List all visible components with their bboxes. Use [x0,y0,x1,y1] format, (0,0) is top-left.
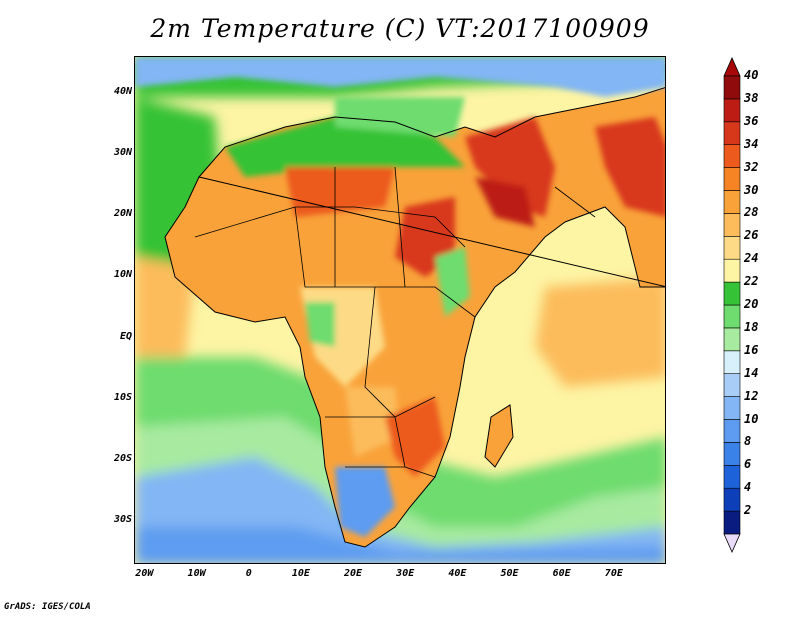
lat-tick-label: 10S [113,391,132,403]
lon-tick-label: 70E [604,568,623,579]
colorbar-swatch [723,304,741,329]
temperature-map [134,56,666,564]
colorbar-level-label: 14 [744,365,759,380]
colorbar-swatch [723,190,741,214]
colorbar-swatch [723,419,741,443]
lon-tick-label: 10E [291,568,310,579]
colorbar-swatch [723,464,741,489]
lat-tick-label: 40N [113,85,132,97]
lon-tick-label: 20E [344,568,363,579]
colorbar-swatch [723,327,741,352]
colorbar-over-arrow [723,57,741,77]
lat-tick-label: 20S [113,452,132,464]
colorbar-level-label: 32 [744,159,759,174]
land-temperature-field [135,57,665,537]
colorbar-level-label: 40 [744,68,759,82]
colorbar-swatch [723,75,741,100]
colorbar-level-label: 10 [744,411,759,426]
colorbar-swatch [723,373,741,397]
colorbar-swatch [723,144,741,168]
lon-tick-label: 60E [552,568,571,579]
map-canvas [135,57,665,563]
colorbar-swatch [723,510,741,535]
lon-tick-label: 10W [187,568,206,579]
colorbar-level-label: 6 [744,457,752,472]
lon-tick-label: 50E [500,568,519,579]
software-credit: GrADS: IGES/COLA [4,602,91,612]
political-borders [194,166,596,478]
colorbar-swatch [723,442,741,466]
colorbar-level-label: 12 [744,388,759,403]
colorbar-under-arrow [723,533,741,553]
colorbar-swatch [723,213,741,237]
lat-tick-label: EQ [119,330,132,342]
lon-tick-label: 40E [448,568,467,579]
lon-tick-label: 0 [245,568,252,579]
colorbar-level-label: 8 [744,434,752,449]
colorbar-swatch [723,396,741,420]
colorbar-level-label: 18 [744,319,759,334]
colorbar-swatch [723,121,741,146]
colorbar-level-label: 30 [744,182,759,197]
colorbar [723,57,741,553]
lat-tick-label: 30N [113,146,132,158]
lat-tick-label: 30S [113,514,132,526]
lat-tick-label: 10N [113,269,132,281]
lon-tick-label: 30E [396,568,415,579]
colorbar-swatch [723,281,741,306]
colorbar-level-label: 26 [744,228,759,243]
colorbar-level-label: 24 [744,251,759,266]
colorbar-level-label: 28 [744,205,759,220]
colorbar-swatch [723,236,741,260]
colorbar-swatch [723,98,741,123]
colorbar-level-label: 4 [744,480,752,495]
lon-tick-label: 20W [135,568,154,579]
lat-tick-label: 20N [113,208,132,220]
colorbar-swatch [723,167,741,191]
colorbar-swatch [723,487,741,512]
colorbar-level-label: 20 [744,297,759,311]
colorbar-level-label: 34 [744,136,759,151]
colorbar-swatch [723,258,741,283]
chart-title: 2m Temperature (C) VT:2017100909 [150,14,650,43]
colorbar-level-label: 36 [744,113,759,128]
coastline [164,87,665,548]
colorbar-level-label: 16 [744,342,759,357]
colorbar-level-label: 38 [744,90,759,105]
colorbar-level-label: 2 [744,503,752,518]
colorbar-level-label: 22 [744,274,759,289]
colorbar-swatch [723,350,741,374]
